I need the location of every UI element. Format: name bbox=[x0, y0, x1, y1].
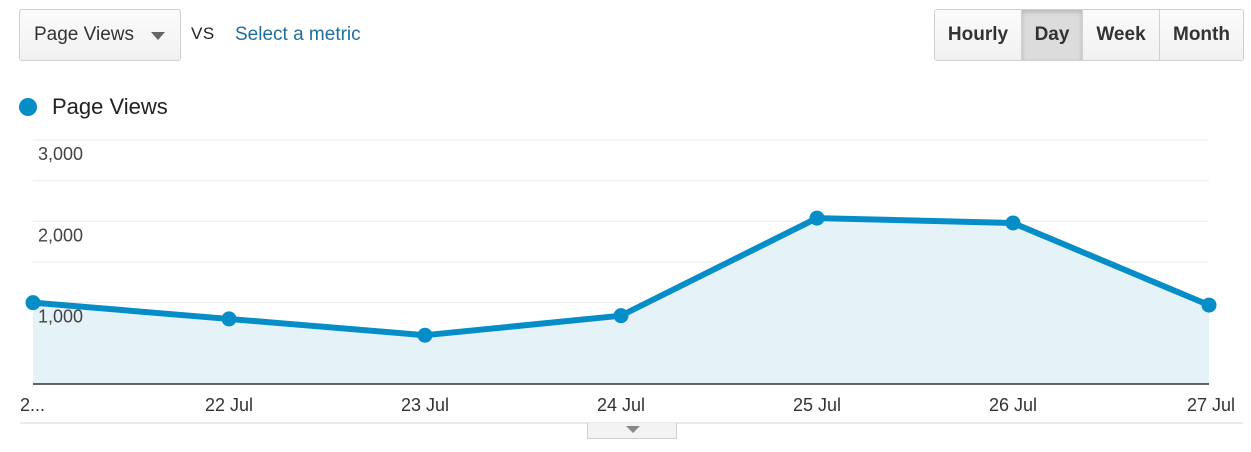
data-point bbox=[1201, 297, 1217, 313]
chevron-down-icon bbox=[151, 32, 165, 40]
metric-dropdown-label: Page Views bbox=[34, 24, 134, 45]
x-tick-label: 22 Jul bbox=[205, 395, 253, 415]
granularity-toggle: Hourly Day Week Month bbox=[934, 9, 1244, 61]
week-button[interactable]: Week bbox=[1082, 10, 1159, 60]
data-point bbox=[25, 295, 41, 311]
x-tick-label: 24 Jul bbox=[597, 395, 645, 415]
x-tick-label: 2... bbox=[20, 395, 45, 415]
series-area bbox=[33, 218, 1209, 384]
x-tick-label: 23 Jul bbox=[401, 395, 449, 415]
y-tick-label: 2,000 bbox=[38, 225, 83, 245]
legend-series-name: Page Views bbox=[52, 94, 168, 119]
data-point bbox=[221, 311, 237, 327]
expand-chart-handle[interactable] bbox=[587, 423, 677, 439]
chevron-down-icon bbox=[626, 426, 640, 433]
x-tick-label: 27 Jul bbox=[1187, 395, 1235, 415]
month-button[interactable]: Month bbox=[1159, 10, 1243, 60]
hourly-button[interactable]: Hourly bbox=[935, 10, 1021, 60]
data-point bbox=[1005, 215, 1021, 231]
metric-dropdown[interactable]: Page Views bbox=[19, 9, 181, 61]
data-point bbox=[613, 308, 629, 324]
x-tick-label: 26 Jul bbox=[989, 395, 1037, 415]
select-metric-link[interactable]: Select a metric bbox=[235, 24, 361, 45]
y-tick-label: 3,000 bbox=[38, 144, 83, 164]
legend-swatch bbox=[19, 98, 37, 116]
chart-legend: Page Views bbox=[19, 94, 168, 120]
day-button[interactable]: Day bbox=[1021, 10, 1082, 60]
data-point bbox=[809, 210, 825, 226]
data-point bbox=[417, 327, 433, 343]
x-tick-label: 25 Jul bbox=[793, 395, 841, 415]
vs-label: VS bbox=[191, 24, 215, 43]
y-tick-label: 1,000 bbox=[38, 307, 83, 327]
